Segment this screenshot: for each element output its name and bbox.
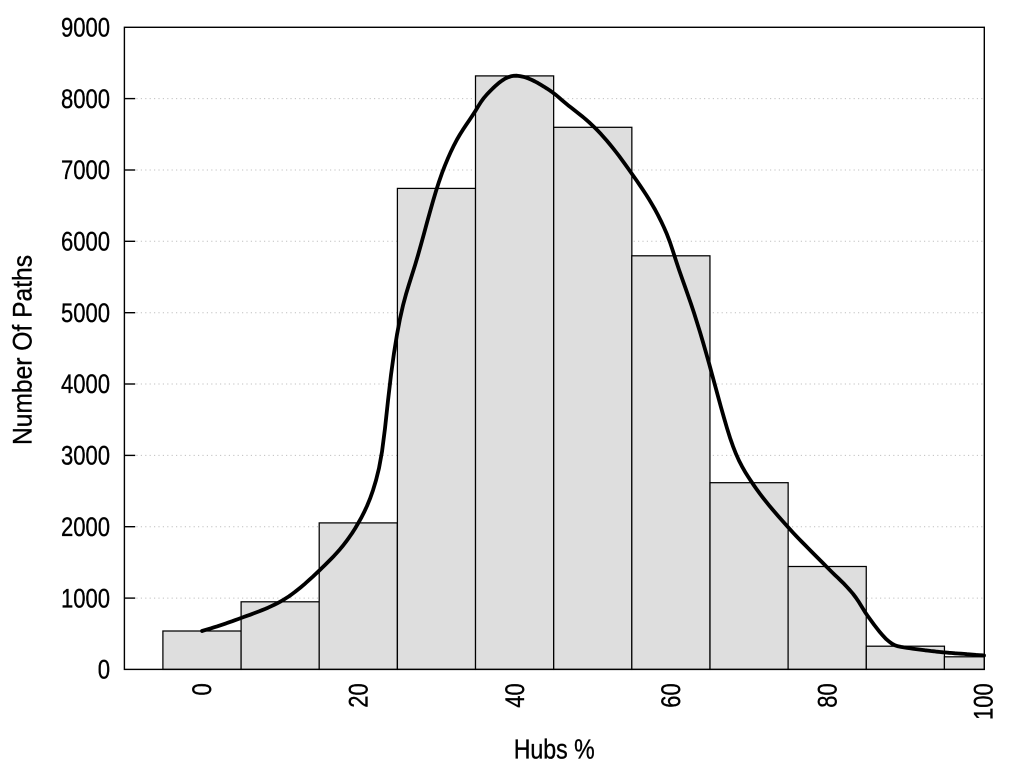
svg-text:5000: 5000 <box>61 298 110 328</box>
svg-text:20: 20 <box>344 683 374 708</box>
svg-text:9000: 9000 <box>61 13 110 43</box>
svg-text:1000: 1000 <box>61 583 110 613</box>
svg-text:0: 0 <box>187 683 217 695</box>
svg-text:6000: 6000 <box>61 227 110 257</box>
svg-text:80: 80 <box>812 683 842 708</box>
svg-text:40: 40 <box>500 683 530 708</box>
svg-text:3000: 3000 <box>61 441 110 471</box>
svg-text:8000: 8000 <box>61 84 110 114</box>
svg-text:2000: 2000 <box>61 512 110 542</box>
svg-text:100: 100 <box>969 683 999 720</box>
svg-text:Number Of Paths: Number Of Paths <box>7 255 37 445</box>
svg-text:7000: 7000 <box>61 155 110 185</box>
svg-text:Hubs %: Hubs % <box>514 733 595 764</box>
svg-text:0: 0 <box>98 655 110 685</box>
svg-text:60: 60 <box>656 683 686 708</box>
svg-text:4000: 4000 <box>61 369 110 399</box>
